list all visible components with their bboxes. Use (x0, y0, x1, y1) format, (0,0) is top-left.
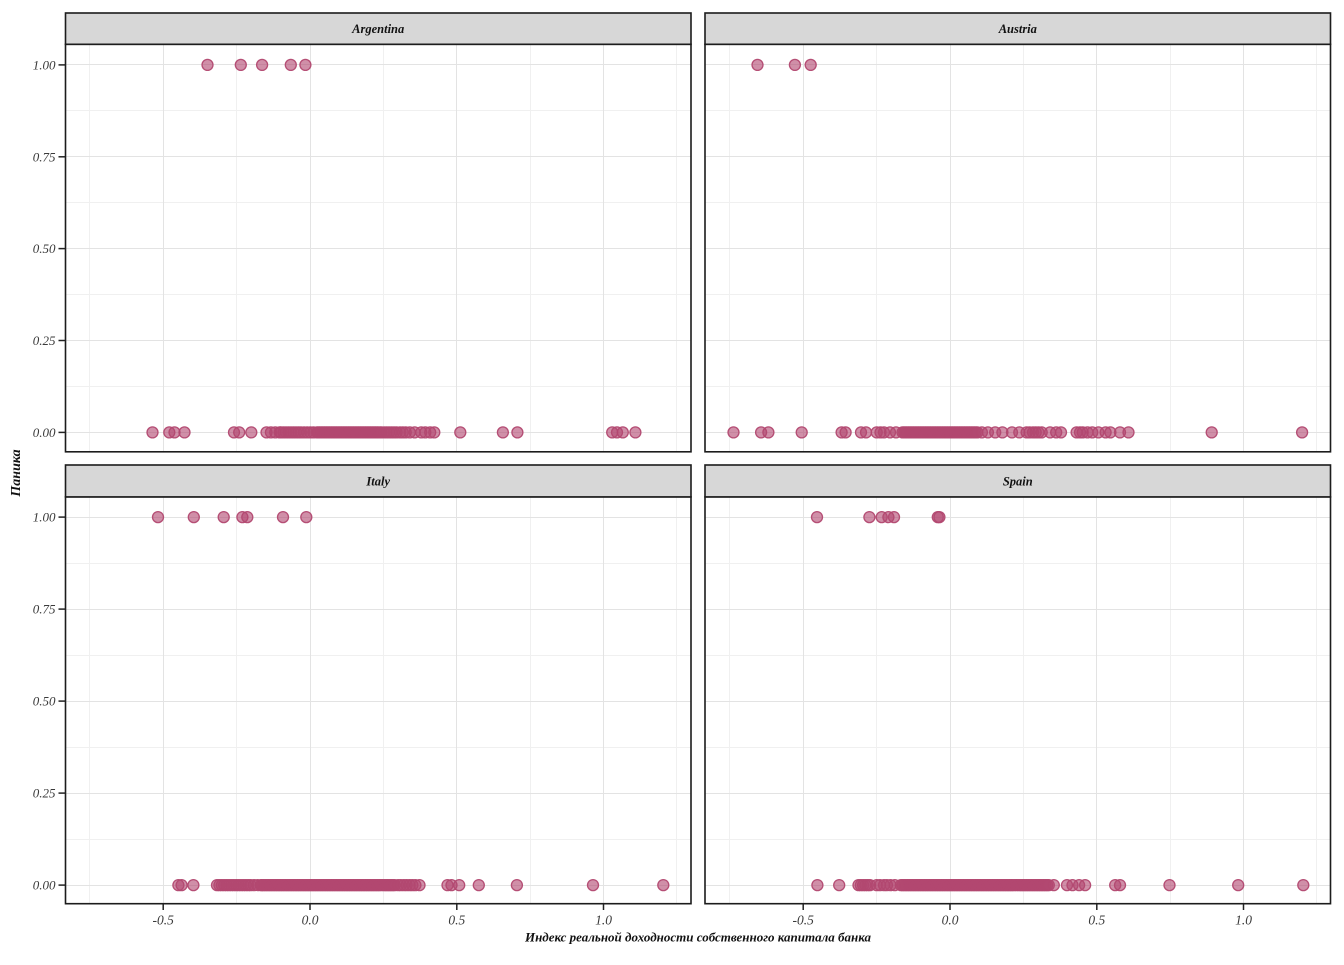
svg-text:0.5: 0.5 (1088, 912, 1105, 927)
svg-text:0.0: 0.0 (302, 912, 319, 927)
svg-text:0.75: 0.75 (33, 149, 56, 164)
svg-text:0.50: 0.50 (33, 241, 56, 256)
svg-text:0.75: 0.75 (33, 602, 56, 617)
svg-text:1.00: 1.00 (33, 510, 56, 525)
svg-text:0.00: 0.00 (33, 425, 56, 440)
svg-text:Паника: Паника (9, 449, 24, 497)
svg-text:Italy: Italy (365, 475, 390, 489)
svg-text:0.25: 0.25 (33, 333, 56, 348)
svg-text:Argentina: Argentina (351, 22, 404, 36)
svg-text:Spain: Spain (1003, 475, 1033, 489)
svg-text:0.50: 0.50 (33, 694, 56, 709)
svg-text:0.25: 0.25 (33, 786, 56, 801)
svg-text:0.00: 0.00 (33, 878, 56, 893)
svg-text:1.0: 1.0 (595, 912, 612, 927)
svg-text:1.0: 1.0 (1235, 912, 1252, 927)
svg-text:Austria: Austria (998, 22, 1037, 36)
svg-text:0.0: 0.0 (942, 912, 959, 927)
svg-text:Индекс реальной доходности соб: Индекс реальной доходности собственного … (524, 930, 872, 945)
svg-text:0.5: 0.5 (448, 912, 465, 927)
svg-text:1.00: 1.00 (33, 57, 56, 72)
svg-text:-0.5: -0.5 (153, 912, 175, 927)
svg-text:-0.5: -0.5 (793, 912, 815, 927)
